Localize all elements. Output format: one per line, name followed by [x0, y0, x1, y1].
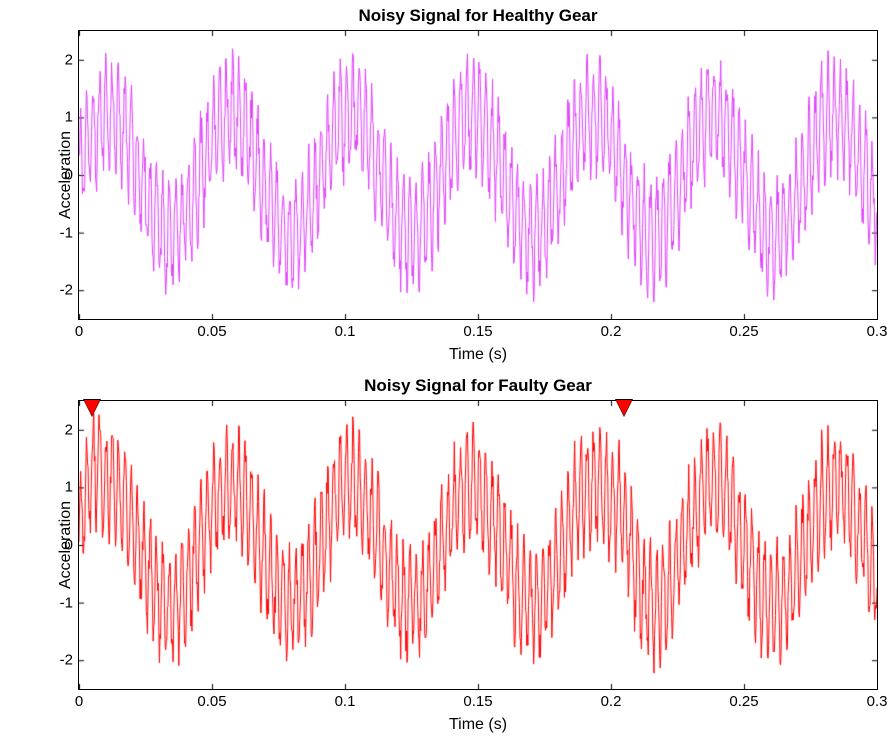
- x-tick-label: 0: [75, 323, 83, 340]
- x-tick-label: 0.05: [197, 693, 226, 710]
- y-tick-label: -2: [60, 652, 73, 669]
- y-tick-label: 0: [65, 167, 73, 184]
- x-tick-label: 0.15: [463, 323, 492, 340]
- figure: Noisy Signal for Healthy Gear Accelerati…: [0, 0, 895, 739]
- x-tick-label: 0.05: [197, 323, 226, 340]
- x-tick-label: 0.1: [335, 323, 356, 340]
- x-tick-label: 0.1: [335, 693, 356, 710]
- x-tick-label: 0: [75, 693, 83, 710]
- y-tick-label: 2: [65, 421, 73, 438]
- bottom-chart-title: Noisy Signal for Faulty Gear: [78, 376, 878, 396]
- fault-marker-icon: [616, 400, 632, 416]
- y-tick-label: -1: [60, 594, 73, 611]
- fault-marker-icon: [84, 400, 100, 416]
- x-tick-label: 0.2: [601, 323, 622, 340]
- bottom-chart-axes: 00.050.10.150.20.250.3-2-1012: [78, 400, 878, 690]
- top-chart-title: Noisy Signal for Healthy Gear: [78, 6, 878, 26]
- top-chart-xlabel: Time (s): [78, 346, 878, 364]
- x-tick-label: 0.3: [867, 323, 888, 340]
- bottom-chart-xlabel: Time (s): [78, 716, 878, 734]
- x-tick-label: 0.2: [601, 693, 622, 710]
- x-tick-label: 0.15: [463, 693, 492, 710]
- y-tick-label: 1: [65, 479, 73, 496]
- y-tick-label: 0: [65, 537, 73, 554]
- top-chart-panel: Noisy Signal for Healthy Gear Accelerati…: [78, 30, 878, 320]
- y-tick-label: 1: [65, 109, 73, 126]
- y-tick-label: -1: [60, 224, 73, 241]
- y-tick-label: -2: [60, 282, 73, 299]
- y-tick-label: 2: [65, 51, 73, 68]
- x-tick-label: 0.25: [729, 323, 758, 340]
- bottom-chart-line: [79, 401, 877, 689]
- top-chart-axes: 00.050.10.150.20.250.3-2-1012: [78, 30, 878, 320]
- x-tick-label: 0.25: [729, 693, 758, 710]
- bottom-chart-panel: Noisy Signal for Faulty Gear Acceleratio…: [78, 400, 878, 690]
- x-tick-label: 0.3: [867, 693, 888, 710]
- top-chart-line: [79, 31, 877, 319]
